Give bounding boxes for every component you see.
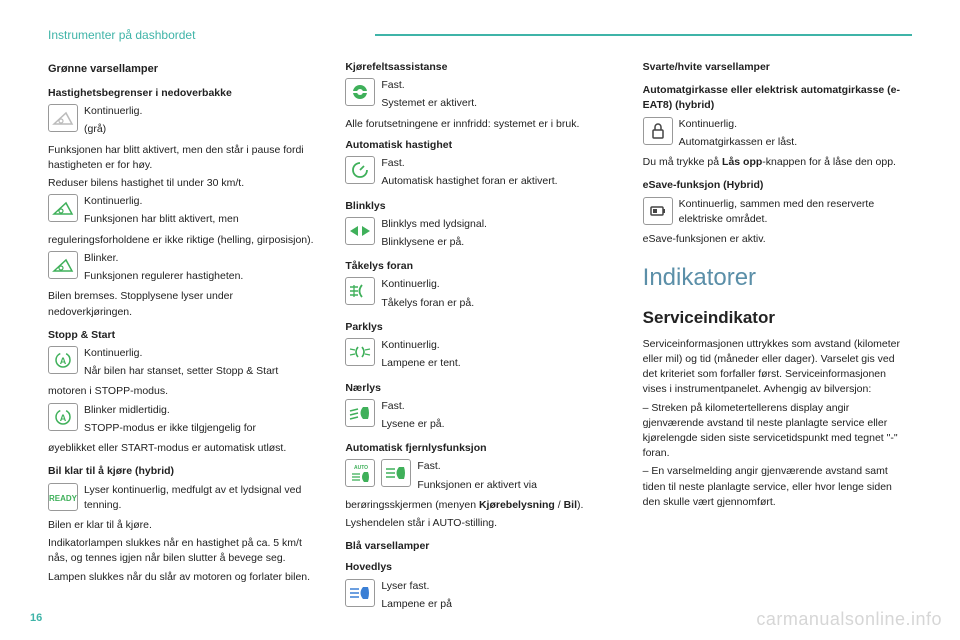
- heading-service-indicator: Serviceindikator: [643, 306, 912, 331]
- text: Indikatorlampen slukkes når en hastighet…: [48, 536, 317, 566]
- heading-auto-high-beam: Automatisk fjernlysfunksjon: [345, 441, 614, 456]
- text: (grå): [84, 122, 317, 137]
- stop-start-blink-icon: A: [48, 403, 78, 431]
- page-number: 16: [30, 612, 42, 624]
- heading-ready: Bil klar til å kjøre (hybrid): [48, 464, 317, 479]
- text: Tåkelys foran er på.: [381, 296, 614, 311]
- heading-lane-assist: Kjørefeltsassistanse: [345, 60, 614, 75]
- heading-auto-speed: Automatisk hastighet: [345, 138, 614, 153]
- heading-bw-lamps: Svarte/hvite varsellamper: [643, 60, 912, 75]
- text: Lampene er tent.: [381, 356, 614, 371]
- text: Blinker midlertidig.: [84, 403, 317, 418]
- steering-wheel-icon: [345, 78, 375, 106]
- text: Når bilen har stanset, setter Stopp & St…: [84, 364, 317, 379]
- text: Kontinuerlig.: [381, 338, 614, 353]
- text: – Streken på kilometertellerens display …: [643, 401, 912, 462]
- stop-start-icon: A: [48, 346, 78, 374]
- text: Kontinuerlig.: [679, 117, 912, 132]
- heading-blue-lamps: Blå varsellamper: [345, 539, 614, 554]
- downhill-green-icon: [48, 194, 78, 222]
- text: Fast.: [381, 156, 614, 171]
- text: Lampen slukkes når du slår av motoren og…: [48, 570, 317, 585]
- text: Kontinuerlig.: [84, 104, 317, 119]
- text: Funksjonen har blitt aktivert, men den s…: [48, 143, 317, 173]
- main-beam-icon: [345, 579, 375, 607]
- header-rule: [375, 34, 912, 36]
- heading-low-beam: Nærlys: [345, 381, 614, 396]
- text: Kontinuerlig.: [84, 194, 317, 209]
- heading-green-lamps: Grønne varsellamper: [48, 62, 317, 78]
- text: Fast.: [417, 459, 614, 474]
- text: STOPP-modus er ikke tilgjengelig for: [84, 421, 317, 436]
- svg-text:A: A: [60, 356, 67, 366]
- text: Funksjonen regulerer hastigheten.: [84, 269, 317, 284]
- watermark: carmanualsonline.info: [756, 609, 942, 630]
- text: Bilen er klar til å kjøre.: [48, 518, 317, 533]
- column-2: Kjørefeltsassistanse Fast. Systemet er a…: [345, 60, 614, 617]
- text: Fast.: [381, 78, 614, 93]
- text: – En varselmelding angir gjenværende avs…: [643, 464, 912, 510]
- low-beam-icon: [345, 399, 375, 427]
- esave-icon: [643, 197, 673, 225]
- heading-stop-start: Stopp & Start: [48, 328, 317, 343]
- gearbox-lock-icon: [643, 117, 673, 145]
- text: Lampene er på: [381, 597, 614, 612]
- text: Funksjonen har blitt aktivert, men: [84, 212, 317, 227]
- heading-auto-gearbox: Automatgirkasse eller elektrisk automatg…: [643, 83, 912, 113]
- svg-text:READY: READY: [49, 494, 77, 503]
- heading-fog-front: Tåkelys foran: [345, 259, 614, 274]
- text: Blinklys med lydsignal.: [381, 217, 614, 232]
- ready-icon: READY: [48, 483, 78, 511]
- text: Lysene er på.: [381, 417, 614, 432]
- text: Alle forutsetningene er innfridd: system…: [345, 117, 614, 132]
- text: Automatgirkassen er låst.: [679, 135, 912, 150]
- text: reguleringsforholdene er ikke riktige (h…: [48, 233, 317, 248]
- text: Blinker.: [84, 251, 317, 266]
- heading-turn-signal: Blinklys: [345, 199, 614, 214]
- column-1: Grønne varsellamper Hastighetsbegrenser …: [48, 60, 317, 617]
- column-3: Svarte/hvite varsellamper Automatgirkass…: [643, 60, 912, 617]
- text: berøringsskjermen (menyen Kjørebelysning…: [345, 498, 614, 513]
- turn-signal-icon: [345, 217, 375, 245]
- page-header: Instrumenter på dashbordet: [48, 28, 912, 42]
- text: eSave-funksjonen er aktiv.: [643, 232, 912, 247]
- text: motoren i STOPP-modus.: [48, 384, 317, 399]
- auto-speed-icon: [345, 156, 375, 184]
- heading-esave: eSave-funksjon (Hybrid): [643, 178, 912, 193]
- heading-indicators: Indikatorer: [643, 261, 912, 296]
- heading-speed-limiter: Hastighetsbegrenser i nedoverbakke: [48, 86, 317, 101]
- text: Kontinuerlig.: [381, 277, 614, 292]
- park-light-icon: [345, 338, 375, 366]
- text: Systemet er aktivert.: [381, 96, 614, 111]
- auto-high-beam-icon: AUTO: [345, 459, 375, 487]
- header-title: Instrumenter på dashbordet: [48, 28, 195, 42]
- svg-text:AUTO: AUTO: [354, 465, 368, 471]
- heading-park-light: Parklys: [345, 320, 614, 335]
- text: Bilen bremses. Stopplysene lyser under n…: [48, 289, 317, 319]
- text: Reduser bilens hastighet til under 30 km…: [48, 176, 317, 191]
- text: Lyser kontinuerlig, medfulgt av et lydsi…: [84, 483, 317, 513]
- text: Kontinuerlig, sammen med den reserverte …: [679, 197, 912, 227]
- text: Lyshendelen står i AUTO-stilling.: [345, 516, 614, 531]
- text: Kontinuerlig.: [84, 346, 317, 361]
- downhill-grey-icon: [48, 104, 78, 132]
- text: øyeblikket eller START-modus er automati…: [48, 441, 317, 456]
- text: Blinklysene er på.: [381, 235, 614, 250]
- heading-main-beam: Hovedlys: [345, 560, 614, 575]
- svg-text:A: A: [60, 413, 67, 423]
- text: Funksjonen er aktivert via: [417, 478, 614, 493]
- text: Du må trykke på Lås opp-knappen for å lå…: [643, 155, 912, 170]
- high-beam-green-icon: [381, 459, 411, 487]
- text: Fast.: [381, 399, 614, 414]
- text: Serviceinformasjonen uttrykkes som avsta…: [643, 337, 912, 398]
- text: Lyser fast.: [381, 579, 614, 594]
- fog-light-icon: [345, 277, 375, 305]
- text: Automatisk hastighet foran er aktivert.: [381, 174, 614, 189]
- downhill-blink-icon: [48, 251, 78, 279]
